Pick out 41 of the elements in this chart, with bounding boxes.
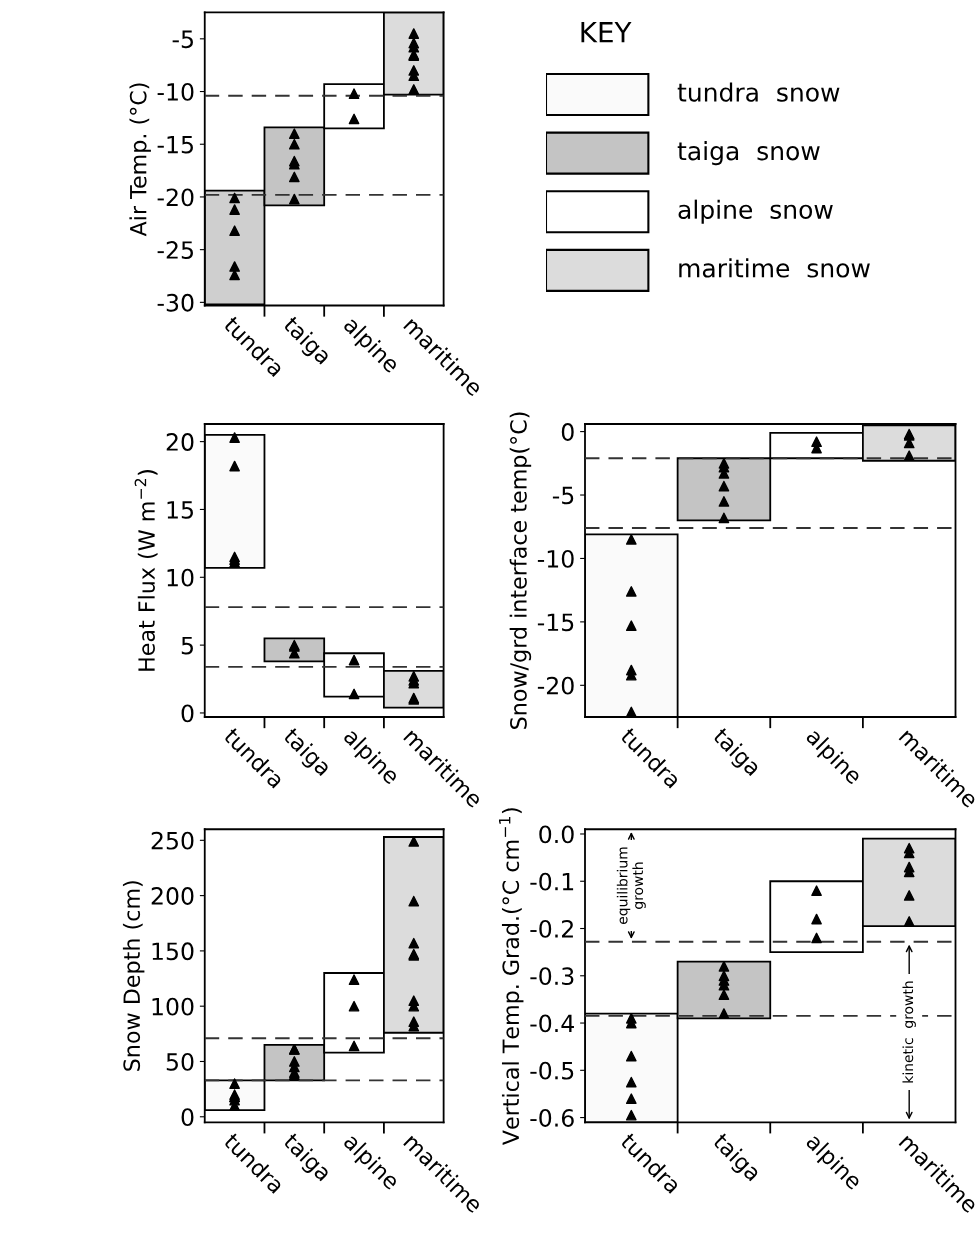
y-tick-label: 0 <box>561 423 574 441</box>
y-tick-label: 15 <box>167 501 193 519</box>
y-tick-label: -0.1 <box>530 872 574 891</box>
y-axis-title: Air Temp. (°C) <box>129 83 151 237</box>
category-label: tundra snow <box>677 82 840 102</box>
y-tick-label: -5 <box>552 486 574 505</box>
y-tick-label: -20 <box>157 188 194 207</box>
y-tick-label: 200 <box>151 887 194 905</box>
y-tick-label: 50 <box>166 1052 194 1071</box>
y-tick-label: -30 <box>157 293 194 312</box>
y-tick-label: -10 <box>537 549 574 568</box>
y-tick-label: -0.2 <box>530 919 573 938</box>
y-tick-label: -0.4 <box>530 1014 574 1033</box>
y-tick-label: -5 <box>172 30 193 49</box>
y-tick-label: 250 <box>151 831 194 850</box>
y-axis-title: Heat Flux (W m$^{−2}$) <box>134 470 158 671</box>
y-axis-title: Vertical Temp. Grad.(°C cm$^{−1}$) <box>498 808 524 1146</box>
y-tick-label: -0.3 <box>530 967 574 986</box>
y-tick-label: 0.0 <box>539 825 574 844</box>
y-tick-label: -15 <box>537 613 574 632</box>
y-tick-label: 0 <box>181 1108 194 1127</box>
y-tick-label: 100 <box>152 997 194 1016</box>
y-tick-label: -25 <box>157 241 193 259</box>
y-tick-label: 0 <box>181 704 194 723</box>
y-tick-label: -0.5 <box>530 1061 574 1080</box>
category-label: alpine snow <box>678 199 833 224</box>
y-tick-label: -15 <box>157 135 193 154</box>
annotation: equilibrium growth <box>616 847 646 924</box>
y-tick-label: 150 <box>152 942 194 961</box>
category-label: taiga snow <box>677 141 820 166</box>
y-tick-label: 20 <box>166 433 194 451</box>
y-axis-title: Snow Depth (cm) <box>122 881 145 1071</box>
category-label: maritime snow <box>679 258 870 278</box>
y-tick-label: 5 <box>181 636 193 655</box>
y-tick-label: -20 <box>537 676 574 695</box>
text: KEY <box>581 22 632 43</box>
y-tick-label: -0.6 <box>530 1109 574 1127</box>
y-axis-title: Snow/grd interface temp(°C) <box>509 412 532 729</box>
annotation: kinetic growth <box>902 981 916 1083</box>
y-tick-label: -10 <box>157 82 194 101</box>
y-tick-label: 10 <box>167 568 194 587</box>
